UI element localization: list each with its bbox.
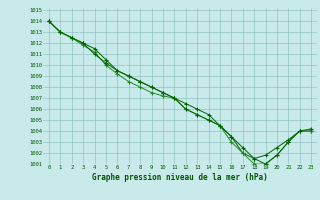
X-axis label: Graphe pression niveau de la mer (hPa): Graphe pression niveau de la mer (hPa)	[92, 173, 268, 182]
